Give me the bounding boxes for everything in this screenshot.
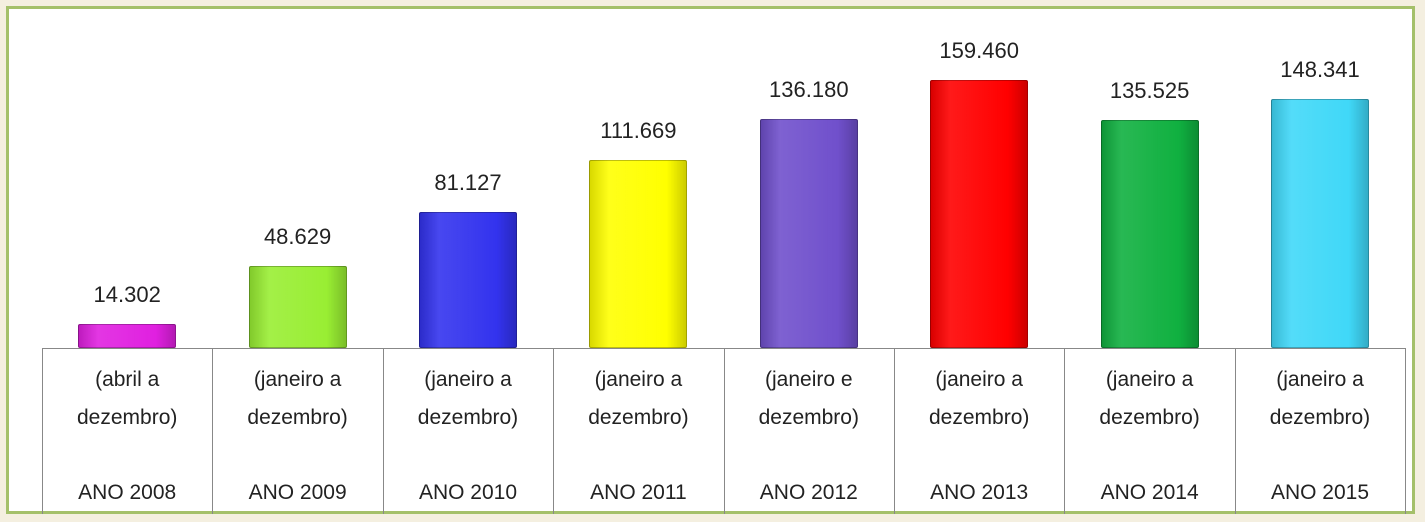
- value-label: 159.460: [939, 38, 1019, 63]
- category-label: ANO 2009: [248, 481, 347, 504]
- value-label: 111.669: [600, 118, 677, 144]
- bar: [930, 80, 1029, 348]
- column-line: [1405, 348, 1407, 514]
- value-label: 81.127: [434, 169, 502, 195]
- value-label: 136.180: [769, 77, 849, 103]
- subcategory-label: (janeiro a dezembro): [588, 368, 689, 429]
- column-line: [553, 348, 555, 514]
- value-label: 135.525: [1109, 78, 1190, 104]
- value-label: 48.629: [263, 224, 332, 250]
- subcategory-label: (janeiro a dezembro): [247, 368, 348, 429]
- category-label: ANO 2008: [78, 481, 177, 504]
- bar: [419, 211, 517, 348]
- subcategory-label: (janeiro a dezembro): [1099, 368, 1200, 429]
- bar: [1271, 98, 1369, 348]
- column-line: [382, 348, 384, 514]
- subcategory-label: (abril a dezembro): [76, 368, 178, 429]
- column-line: [1064, 348, 1066, 514]
- bar: [1100, 120, 1199, 348]
- subcategory-label: (janeiro e dezembro): [758, 368, 859, 429]
- value-label: 148.341: [1280, 56, 1360, 82]
- category-label: ANO 2013: [930, 481, 1029, 504]
- category-label: ANO 2011: [590, 481, 687, 504]
- bar: [589, 160, 688, 348]
- bar: [248, 266, 347, 348]
- subcategory-label: (janeiro a dezembro): [1269, 368, 1371, 429]
- subcategory-label: (janeiro a dezembro): [417, 368, 519, 429]
- category-label: ANO 2014: [1100, 481, 1199, 504]
- column-line: [42, 348, 43, 514]
- category-label: ANO 2015: [1270, 481, 1370, 504]
- column-line: [723, 348, 725, 514]
- column-line: [1234, 348, 1236, 514]
- category-label: ANO 2012: [759, 481, 858, 504]
- value-label: 14.302: [93, 281, 161, 307]
- bar: [759, 119, 858, 348]
- column-line: [894, 348, 895, 514]
- category-label: ANO 2010: [418, 481, 518, 504]
- subcategory-label: (janeiro a dezembro): [928, 368, 1030, 429]
- column-line: [212, 348, 214, 514]
- bar: [78, 323, 177, 348]
